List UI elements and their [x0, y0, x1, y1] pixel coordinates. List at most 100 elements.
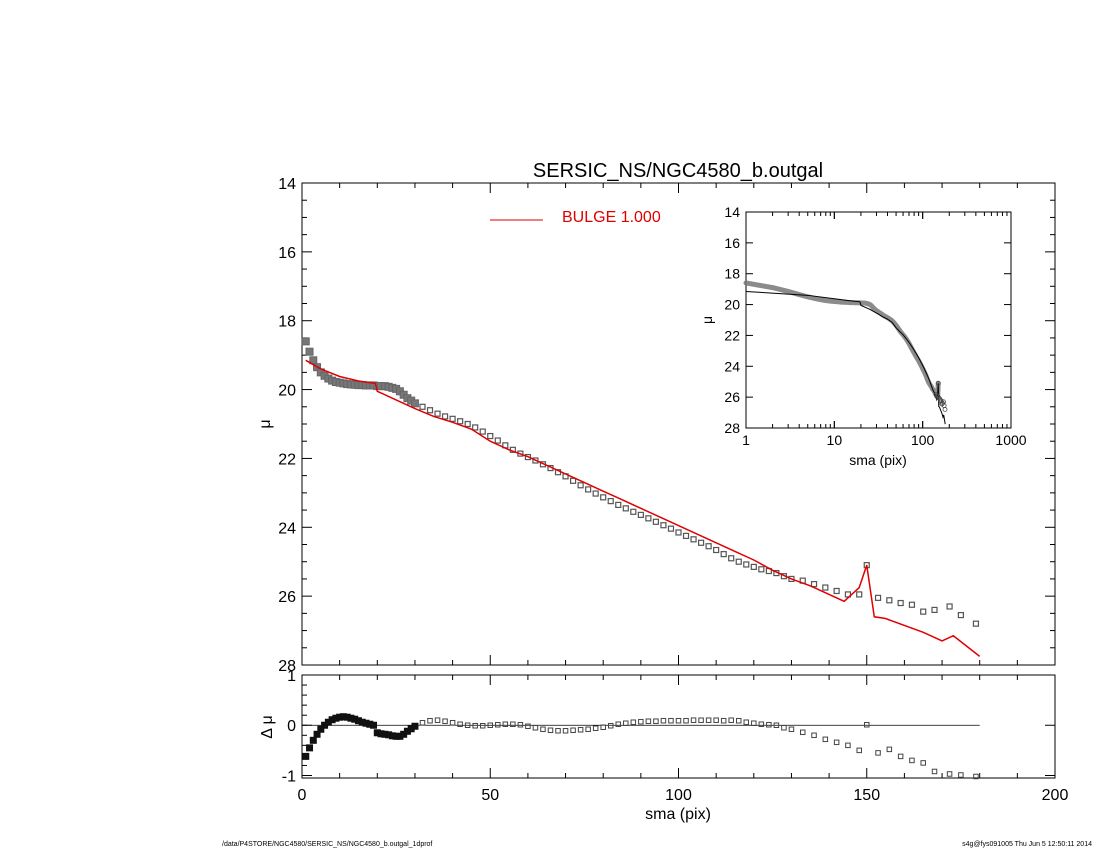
main-data-point: [577, 482, 584, 489]
main-data-points: [301, 337, 980, 627]
inset-plot-frame: [745, 211, 1012, 429]
residual-data-point: [788, 726, 795, 733]
residual-data-point: [645, 718, 652, 724]
main-data-point: [464, 420, 471, 428]
main-y-tick-label: 14: [278, 176, 296, 193]
residual-y-tick-label: -1: [282, 768, 296, 785]
residual-data-points: [302, 713, 979, 780]
main-data-point: [592, 490, 599, 497]
footer-file-path: /data/P4STORE/NGC4580/SERSIC_NS/NGC4580_…: [222, 841, 433, 848]
inset-x-axis-label: sma (pix): [849, 452, 907, 468]
inset-axis-ticks: [745, 211, 1012, 429]
inset-outer-point: [942, 407, 948, 412]
residual-data-point: [743, 719, 750, 725]
residual-data-point: [577, 727, 584, 733]
main-data-point: [449, 415, 456, 422]
residual-data-point: [822, 736, 829, 743]
chart-title: SERSIC_NS/NGC4580_b.outgal: [533, 160, 823, 182]
residual-data-point: [592, 725, 599, 732]
inset-y-tick-label: 28: [724, 420, 740, 436]
residual-data-point: [615, 721, 622, 727]
main-y-tick-label: 18: [278, 314, 296, 331]
residual-data-point: [585, 726, 591, 733]
residual-data-point: [540, 726, 546, 733]
main-data-point: [810, 580, 818, 588]
main-y-tick-label: 22: [278, 451, 296, 468]
residual-data-point: [472, 722, 478, 729]
inset-y-tick-label: 26: [724, 389, 740, 405]
main-data-point: [735, 558, 742, 565]
inset-outer-points: [933, 380, 948, 412]
footer-timestamp: s4g@fys091005 Thu Jun 5 12:50:11 2014: [962, 841, 1092, 848]
residual-data-point: [720, 717, 727, 724]
residual-data-point: [427, 717, 433, 724]
main-y-tick-labels: 14 16 18 20 22 24 26 28: [278, 176, 296, 675]
residual-data-point: [875, 750, 881, 756]
residual-data-point: [510, 721, 516, 727]
main-data-point: [305, 347, 314, 356]
residual-data-point: [886, 746, 893, 753]
main-data-point: [479, 428, 486, 435]
main-y-tick-label: 26: [278, 589, 296, 606]
residual-data-point: [525, 723, 531, 729]
main-data-point: [957, 611, 964, 619]
residual-x-axis-label: sma (pix): [645, 806, 711, 823]
residual-data-point: [856, 747, 862, 754]
main-data-point: [607, 498, 614, 505]
residual-data-point: [434, 717, 441, 723]
residual-data-point: [683, 717, 689, 724]
main-data-point: [822, 584, 829, 591]
residual-data-point: [845, 742, 851, 749]
residual-y-tick-label: 1: [287, 668, 296, 685]
main-data-point: [690, 536, 697, 543]
residual-y-tick-labels: -1 0 1: [282, 668, 296, 785]
main-y-tick-label: 20: [278, 383, 296, 400]
residual-data-point: [638, 718, 644, 725]
main-data-point: [713, 546, 720, 554]
main-data-point: [697, 539, 705, 546]
residual-data-point: [705, 717, 712, 723]
main-data-point: [728, 555, 735, 562]
residual-data-point: [799, 729, 806, 736]
residual-data-point: [600, 724, 606, 731]
residual-y-axis-label: Δ μ: [259, 715, 276, 738]
residual-data-point: [909, 757, 915, 764]
residual-data-point: [570, 727, 576, 734]
legend-label: BULGE 1.000: [562, 209, 661, 226]
main-data-point: [457, 418, 464, 425]
main-data-point: [897, 599, 904, 607]
residual-data-point: [675, 717, 682, 724]
residual-data-point: [464, 722, 471, 728]
residual-data-point: [920, 760, 926, 766]
main-data-point: [667, 525, 675, 532]
inset-outer-point: [935, 380, 941, 386]
residual-data-point: [449, 719, 456, 726]
main-data-point: [856, 591, 863, 598]
main-data-point: [301, 337, 310, 346]
inset-y-tick-label: 16: [724, 235, 740, 251]
main-data-point: [622, 505, 629, 512]
main-data-point: [972, 620, 980, 627]
main-data-point: [434, 410, 441, 417]
residual-data-point: [457, 721, 463, 727]
residual-data-point: [766, 721, 772, 728]
inset-y-tick-label: 18: [724, 266, 740, 282]
residual-data-point: [487, 722, 493, 728]
residual-data-point: [897, 753, 904, 760]
residual-data-point: [442, 718, 448, 724]
residual-data-point: [751, 720, 757, 726]
main-data-point: [675, 529, 682, 536]
main-data-point: [758, 566, 765, 573]
main-data-point: [833, 587, 840, 595]
residual-data-point: [419, 719, 426, 726]
residual-data-point: [864, 721, 870, 728]
residual-data-point: [555, 728, 561, 734]
residual-x-tick-label: 100: [665, 787, 692, 804]
main-data-point: [600, 494, 607, 501]
main-data-point: [705, 543, 712, 550]
residual-data-point: [931, 768, 938, 775]
main-data-point: [660, 522, 667, 529]
residual-data-point: [653, 718, 659, 724]
inset-y-axis-label: μ: [699, 316, 715, 324]
